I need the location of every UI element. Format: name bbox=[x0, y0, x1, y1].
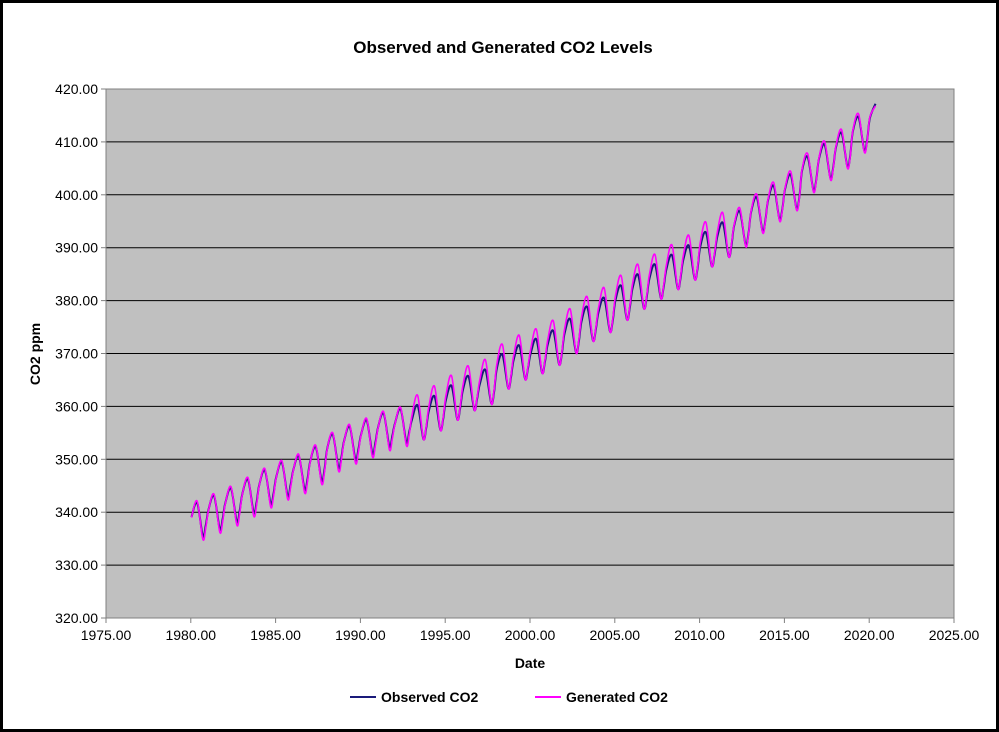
y-tick-label: 330.00 bbox=[55, 557, 98, 573]
chart-title: Observed and Generated CO2 Levels bbox=[353, 38, 653, 57]
y-tick-label: 410.00 bbox=[55, 134, 98, 150]
x-tick-label: 2020.00 bbox=[844, 627, 895, 643]
y-tick-label: 390.00 bbox=[55, 240, 98, 256]
x-tick-label: 1985.00 bbox=[250, 627, 301, 643]
y-tick-label: 360.00 bbox=[55, 398, 98, 414]
y-tick-label: 400.00 bbox=[55, 187, 98, 203]
legend-label-generated: Generated CO2 bbox=[566, 689, 668, 705]
y-tick-label: 420.00 bbox=[55, 81, 98, 97]
x-tick-label: 1995.00 bbox=[420, 627, 471, 643]
x-tick-label: 1990.00 bbox=[335, 627, 386, 643]
series-line-generated bbox=[190, 105, 877, 542]
y-tick-label: 380.00 bbox=[55, 293, 98, 309]
plot-border bbox=[105, 88, 955, 619]
x-tick-label: 1975.00 bbox=[81, 627, 132, 643]
x-tick-label: 2010.00 bbox=[674, 627, 725, 643]
x-tick-label: 1980.00 bbox=[165, 627, 216, 643]
legend-label-observed: Observed CO2 bbox=[381, 689, 478, 705]
chart: Observed and Generated CO2 Levels 320.00… bbox=[27, 38, 980, 705]
y-tick-label: 370.00 bbox=[55, 346, 98, 362]
y-axis-label: CO2 ppm bbox=[27, 323, 43, 385]
x-tick-label: 2005.00 bbox=[589, 627, 640, 643]
x-tick-label: 2015.00 bbox=[759, 627, 810, 643]
legend: Observed CO2 Generated CO2 bbox=[350, 689, 668, 705]
y-tick-label: 340.00 bbox=[55, 504, 98, 520]
y-tick-label: 350.00 bbox=[55, 451, 98, 467]
x-tick-label: 2025.00 bbox=[929, 627, 980, 643]
x-tick-label: 2000.00 bbox=[505, 627, 556, 643]
y-tick-label: 320.00 bbox=[55, 610, 98, 626]
x-axis-label: Date bbox=[515, 655, 546, 671]
